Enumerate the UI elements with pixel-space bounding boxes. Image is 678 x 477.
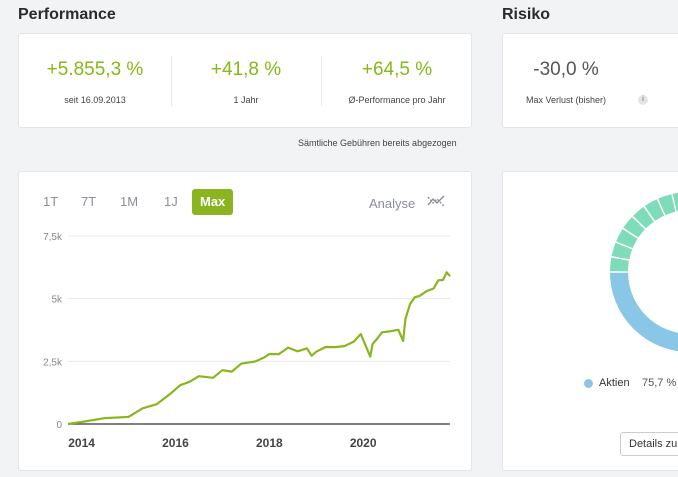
- tab-7t[interactable]: 7T: [81, 194, 97, 209]
- y-tick-label: 5k: [51, 295, 63, 306]
- kpi-one-year-value: +41,8 %: [210, 59, 282, 80]
- performance-title: Performance: [18, 6, 116, 23]
- kpi-one-year-label: 1 Jahr: [233, 95, 259, 105]
- series-line: [67, 271, 451, 426]
- performance-line-chart: 0 2,5k 5k 7,5k 2014 2016 2018 2020: [43, 232, 451, 450]
- risk-title: Risiko: [502, 6, 551, 23]
- trend-lines-icon[interactable]: [427, 193, 445, 209]
- risk-max-loss-value: -30,0 %: [533, 59, 599, 80]
- y-tick-label: 0: [56, 420, 62, 431]
- x-tick-label: 2014: [68, 436, 95, 450]
- donut-separator: [622, 227, 639, 239]
- kpi-total-value: +5.855,3 %: [46, 59, 144, 80]
- kpi-total: +5.855,3 % seit 16.09.2013: [19, 34, 171, 127]
- donut-separator: [611, 255, 630, 261]
- kpi-avg-performance-value: +64,5 %: [361, 59, 433, 80]
- donut-separator: [643, 206, 656, 222]
- tab-max[interactable]: Max: [192, 189, 234, 215]
- kpi-total-label: seit 16.09.2013: [64, 95, 126, 105]
- analyse-button[interactable]: Analyse: [369, 196, 415, 211]
- tab-1m[interactable]: 1M: [120, 194, 139, 209]
- legend-dot: [584, 379, 593, 388]
- analyse-label: Analyse: [369, 196, 416, 211]
- allocation-donut: [610, 192, 678, 352]
- y-tick-label: 2,5k: [43, 357, 63, 368]
- tab-1t[interactable]: 1T: [43, 194, 59, 209]
- performance-kpi-card: +5.855,3 % seit 16.09.2013 +41,8 % 1 Jah…: [18, 33, 472, 128]
- risk-max-loss-label: Max Verlust (bisher): [525, 95, 607, 105]
- donut-separator: [631, 215, 646, 230]
- x-tick-label: 2020: [350, 436, 377, 450]
- info-icon[interactable]: i: [638, 95, 648, 105]
- risk-kpi: -30,0 % Max Verlust (bisher): [503, 34, 629, 127]
- donut-separator: [671, 193, 677, 212]
- legend-label: Aktien: [599, 377, 630, 389]
- x-tick-label: 2018: [256, 436, 283, 450]
- details-button[interactable]: Details zu: [620, 432, 678, 456]
- kpi-avg-performance-label: Ø-Performance pro Jahr: [348, 95, 446, 105]
- risk-card: -30,0 % Max Verlust (bisher) i: [502, 33, 678, 128]
- x-tick-label: 2016: [162, 436, 189, 450]
- kpi-divider: [321, 56, 322, 106]
- donut-separator: [656, 198, 666, 216]
- donut-separator: [615, 241, 633, 250]
- kpi-divider: [171, 56, 172, 106]
- y-tick-label: 7,5k: [43, 232, 63, 243]
- fee-note: Sämtliche Gebühren bereits abgezogen: [298, 138, 457, 148]
- tab-1j[interactable]: 1J: [164, 194, 178, 209]
- donut-segment-aktien: [610, 271, 678, 352]
- kpi-avg-performance: +64,5 % Ø-Performance pro Jahr: [321, 34, 473, 127]
- kpi-one-year: +41,8 % 1 Jahr: [171, 34, 321, 127]
- legend-value: 75,7 %: [642, 377, 677, 389]
